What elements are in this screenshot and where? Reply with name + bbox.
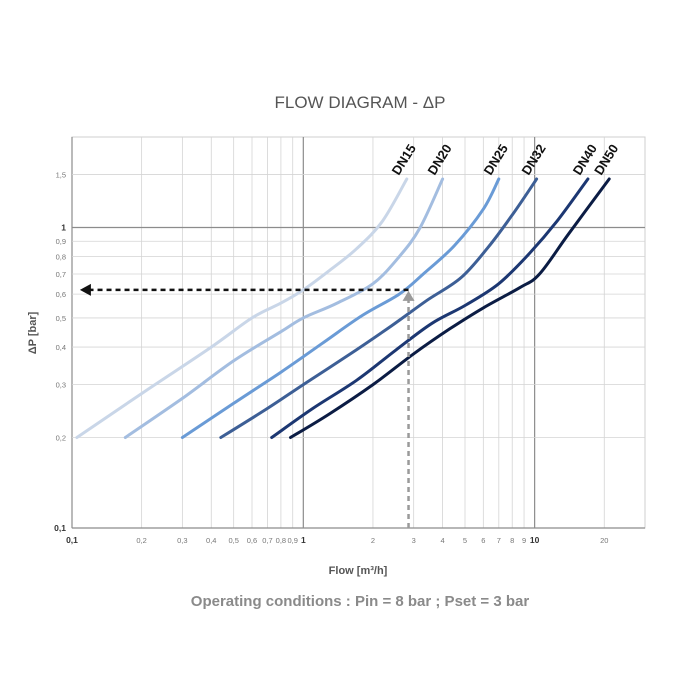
x-tick-label: 7 (497, 536, 501, 545)
x-tick-label: 4 (440, 536, 444, 545)
vertical-arrowhead (402, 290, 415, 301)
x-tick-label: 0,7 (262, 536, 272, 545)
series-line-dn25 (180, 177, 501, 439)
axis-ticks: 0,1 0,2 0,3 0,4 0,5 0,6 0,7 0,8 0,9 1 2 3 4 5 6 7 8 9 10 20… (54, 171, 608, 545)
x-tick-label: 0,1 (66, 535, 78, 545)
x-tick-label: 0,8 (276, 536, 286, 545)
y-tick-label: 0,5 (56, 314, 66, 323)
y-tick-label: 0,6 (56, 290, 66, 299)
series-label-dn25: DN25 (481, 141, 511, 177)
y-tick-label: 0,7 (56, 270, 66, 279)
y-tick-label: 0,4 (56, 343, 66, 352)
x-tick-label: 0,2 (136, 536, 146, 545)
x-axis-label: Flow [m³/h] (329, 565, 388, 577)
y-tick-label: 1 (61, 222, 66, 232)
y-tick-label: 0,3 (56, 381, 66, 390)
y-tick-label: 1,5 (56, 171, 66, 180)
x-tick-label: 9 (522, 536, 526, 545)
series-label-dn15: DN15 (389, 141, 419, 177)
operating-conditions-caption: Operating conditions : Pin = 8 bar ; Pse… (191, 593, 530, 610)
series-lines (75, 177, 611, 439)
series-line-dn15 (75, 177, 409, 439)
x-tick-label: 0,4 (206, 536, 216, 545)
x-tick-label: 0,5 (228, 536, 238, 545)
series-line-dn40 (270, 177, 590, 439)
series-line-dn50 (289, 177, 611, 439)
y-axis-label: ΔP [bar] (27, 311, 39, 354)
x-tick-label: 0,9 (288, 536, 298, 545)
x-tick-label: 8 (510, 536, 514, 545)
series-label-dn32: DN32 (518, 141, 548, 177)
series-line-dn20 (123, 177, 445, 439)
grid (71, 136, 646, 529)
chart-title: FLOW DIAGRAM - ΔP (275, 93, 446, 112)
x-tick-label: 10 (530, 535, 540, 545)
x-tick-label: 0,3 (177, 536, 187, 545)
x-tick-label: 3 (412, 536, 416, 545)
series-line-dn32 (219, 177, 539, 439)
series-label-dn20: DN20 (424, 141, 454, 177)
y-tick-label: 0,1 (54, 523, 66, 533)
x-tick-label: 0,6 (247, 536, 257, 545)
x-tick-label: 5 (463, 536, 467, 545)
x-tick-label: 20 (600, 536, 608, 545)
x-tick-label: 1 (301, 535, 306, 545)
y-tick-label: 0,8 (56, 253, 66, 262)
operating-point-annotation (79, 283, 415, 528)
horizontal-arrowhead (79, 283, 91, 296)
y-tick-label: 0,9 (56, 237, 66, 246)
plot-frame (71, 136, 646, 529)
x-tick-label: 6 (481, 536, 485, 545)
x-tick-label: 2 (371, 536, 375, 545)
y-tick-label: 0,2 (56, 434, 66, 443)
